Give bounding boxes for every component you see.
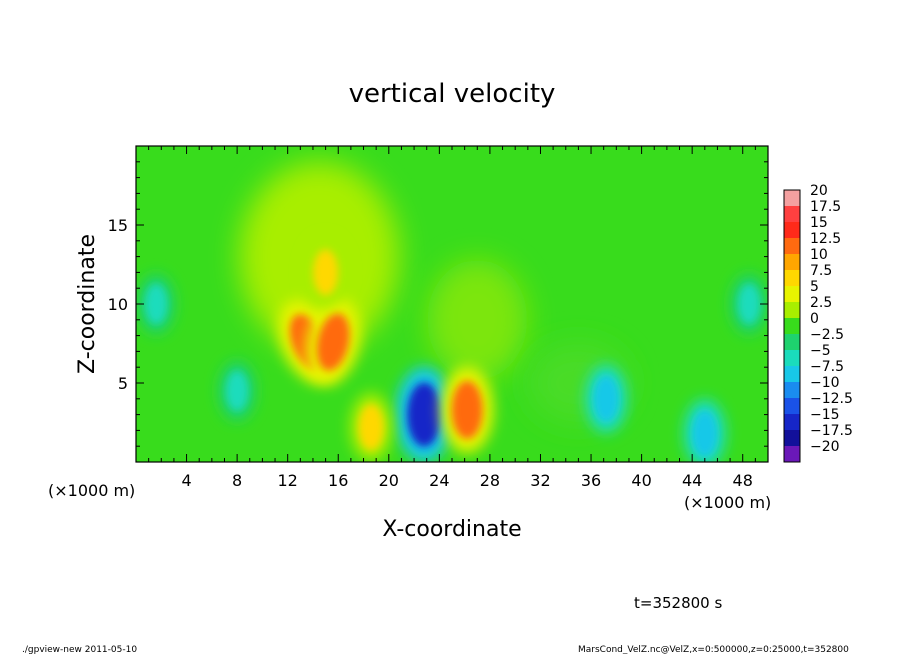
field-shading bbox=[427, 259, 528, 380]
y-axis-label: Z-coordinate bbox=[75, 234, 100, 374]
x-unit-label-right: (×1000 m) bbox=[684, 493, 771, 512]
colorbar-label: −12.5 bbox=[810, 391, 853, 407]
colorbar-label: 17.5 bbox=[810, 199, 841, 215]
colorbar-swatch bbox=[784, 222, 800, 239]
colorbar-swatch bbox=[784, 446, 800, 463]
time-label: t=352800 s bbox=[634, 594, 722, 612]
colorbar-label: 20 bbox=[810, 183, 828, 199]
colorbar-swatch bbox=[784, 238, 800, 255]
y-tick-label: 15 bbox=[108, 216, 128, 235]
colorbar-swatch bbox=[784, 318, 800, 335]
colorbar-swatch bbox=[784, 190, 800, 207]
heatmap-feature bbox=[349, 392, 393, 462]
x-tick-label: 12 bbox=[278, 471, 298, 490]
colorbar-label: 0 bbox=[810, 311, 819, 327]
x-tick-label: 40 bbox=[631, 471, 651, 490]
footer-left: ./gpview-new 2011-05-10 bbox=[22, 645, 137, 654]
x-tick-label: 28 bbox=[480, 471, 500, 490]
heatmap-feature bbox=[218, 360, 256, 421]
colorbar: 2017.51512.5107.552.50−2.5−5−7.5−10−12.5… bbox=[783, 183, 853, 463]
colorbar-label: −20 bbox=[810, 439, 840, 455]
x-axis: 4 8 12 16 20 24 28 32 36 40 44 48 bbox=[148, 146, 756, 490]
colorbar-swatch bbox=[784, 286, 800, 303]
chart-title: vertical velocity bbox=[349, 79, 556, 109]
x-tick-label: 32 bbox=[530, 471, 550, 490]
heatmap-feature bbox=[305, 299, 361, 385]
colorbar-swatch bbox=[784, 382, 800, 399]
colorbar-swatch bbox=[784, 366, 800, 383]
x-tick-label: 8 bbox=[232, 471, 242, 490]
colorbar-label: −2.5 bbox=[810, 327, 844, 343]
colorbar-label: 2.5 bbox=[810, 295, 832, 311]
colorbar-swatch bbox=[784, 302, 800, 319]
y-axis: 5 10 15 bbox=[108, 161, 768, 447]
colorbar-swatch bbox=[784, 254, 800, 271]
y-tick-label: 10 bbox=[108, 295, 128, 314]
colorbar-frame bbox=[783, 189, 801, 463]
heatmap-feature bbox=[584, 364, 628, 434]
heatmap-feature bbox=[730, 274, 768, 334]
colorbar-swatch bbox=[784, 334, 800, 351]
heatmap-feature bbox=[304, 237, 347, 307]
x-tick-label: 24 bbox=[429, 471, 449, 490]
colorbar-label: 7.5 bbox=[810, 263, 832, 279]
colorbar-swatch bbox=[784, 398, 800, 415]
x-tick-label: 36 bbox=[581, 471, 601, 490]
x-tick-label: 16 bbox=[328, 471, 348, 490]
heatmap-field bbox=[136, 146, 768, 462]
colorbar-label: 15 bbox=[810, 215, 828, 231]
heatmap-feature bbox=[395, 366, 454, 462]
x-tick-label: 4 bbox=[181, 471, 191, 490]
x-tick-label: 44 bbox=[682, 471, 702, 490]
x-unit-label: (×1000 m) bbox=[48, 481, 135, 500]
colorbar-swatch bbox=[784, 350, 800, 367]
colorbar-label: −15 bbox=[810, 407, 840, 423]
footer-right: MarsCond_VelZ.nc@VelZ,x=0:500000,z=0:250… bbox=[578, 645, 849, 654]
colorbar-label: −17.5 bbox=[810, 423, 853, 439]
heatmap-feature bbox=[683, 399, 727, 462]
colorbar-label: 5 bbox=[810, 279, 819, 295]
colorbar-label: 12.5 bbox=[810, 231, 841, 247]
colorbar-swatch bbox=[784, 206, 800, 223]
colorbar-swatch bbox=[784, 270, 800, 287]
colorbar-swatch bbox=[784, 414, 800, 431]
x-tick-label: 48 bbox=[733, 471, 753, 490]
colorbar-label: 10 bbox=[810, 247, 828, 263]
colorbar-label: −7.5 bbox=[810, 359, 844, 375]
y-tick-label: 5 bbox=[118, 374, 128, 393]
x-axis-label: X-coordinate bbox=[382, 517, 521, 542]
heatmap-feature bbox=[440, 366, 494, 454]
colorbar-swatch bbox=[784, 430, 800, 447]
colorbar-label: −10 bbox=[810, 375, 840, 391]
heatmap-feature bbox=[137, 274, 175, 334]
colorbar-label: −5 bbox=[810, 343, 831, 359]
x-tick-label: 20 bbox=[379, 471, 399, 490]
